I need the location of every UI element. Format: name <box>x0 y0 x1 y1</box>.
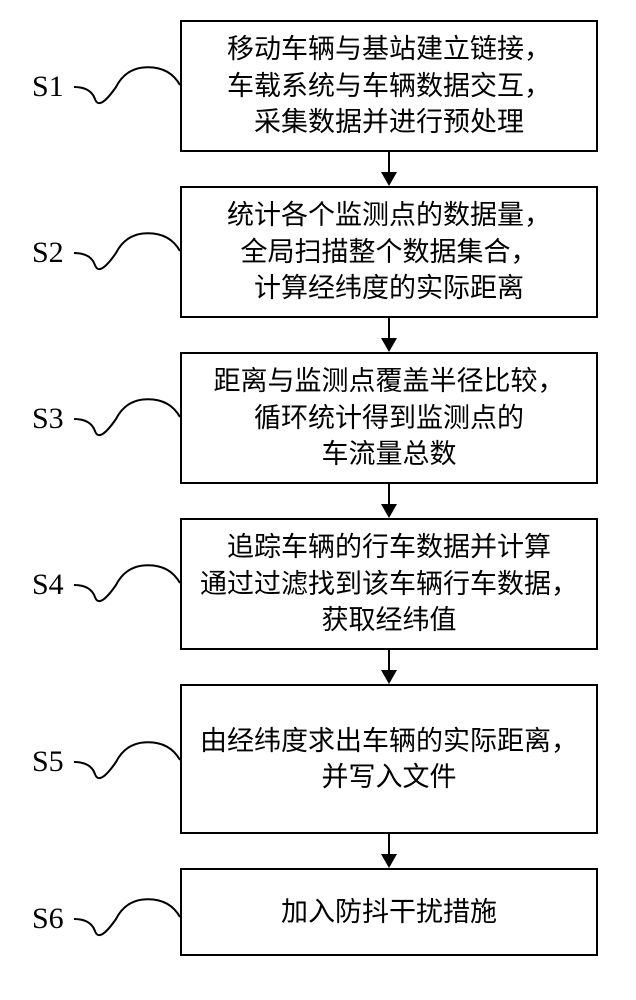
leader-s4 <box>72 559 182 611</box>
step-text-s1-l1: 车载系统与车辆数据交互， <box>227 68 551 104</box>
step-box-s4: 追踪车辆的行车数据并计算通过过滤找到该车辆行车数据，获取经纬值 <box>180 518 598 650</box>
step-text-s3-l0: 距离与监测点覆盖半径比较， <box>214 363 565 399</box>
step-text-s2-l2: 计算经纬度的实际距离 <box>254 270 524 306</box>
step-text-s1-l0: 移动车辆与基站建立链接， <box>227 31 551 67</box>
step-text-s6-l0: 加入防抖干扰措施 <box>281 894 497 930</box>
flowchart-canvas: S1 移动车辆与基站建立链接，车载系统与车辆数据交互，采集数据并进行预处理 S2 统计… <box>0 0 636 1000</box>
step-label-s6: S6 <box>32 902 64 936</box>
leader-s2 <box>72 227 182 279</box>
step-label-s3: S3 <box>32 402 64 436</box>
step-text-s4-l1: 通过过滤找到该车辆行车数据， <box>200 566 578 602</box>
step-label-s2: S2 <box>32 236 64 270</box>
leader-s6 <box>72 893 182 945</box>
step-text-s5-l0: 由经纬度求出车辆的实际距离， <box>200 723 578 759</box>
step-text-s2-l0: 统计各个监测点的数据量， <box>227 197 551 233</box>
step-box-s2: 统计各个监测点的数据量，全局扫描整个数据集合，计算经纬度的实际距离 <box>180 186 598 318</box>
step-box-s3: 距离与监测点覆盖半径比较，循环统计得到监测点的车流量总数 <box>180 352 598 484</box>
step-text-s3-l1: 循环统计得到监测点的 <box>254 400 524 436</box>
connector-s1-to-s2 <box>369 152 409 186</box>
step-text-s2-l1: 全局扫描整个数据集合， <box>241 234 538 270</box>
step-box-s1: 移动车辆与基站建立链接，车载系统与车辆数据交互，采集数据并进行预处理 <box>180 20 598 152</box>
step-text-s5-l1: 并写入文件 <box>322 759 457 795</box>
step-text-s3-l2: 车流量总数 <box>322 436 457 472</box>
connector-s4-to-s5 <box>369 650 409 684</box>
leader-s5 <box>72 736 182 788</box>
step-box-s5: 由经纬度求出车辆的实际距离，并写入文件 <box>180 684 598 834</box>
step-text-s4-l2: 获取经纬值 <box>322 602 457 638</box>
step-label-s1: S1 <box>32 70 64 104</box>
leader-s3 <box>72 393 182 445</box>
leader-s1 <box>72 61 182 113</box>
step-box-s6: 加入防抖干扰措施 <box>180 868 598 956</box>
connector-s5-to-s6 <box>369 834 409 868</box>
connector-s3-to-s4 <box>369 484 409 518</box>
step-label-s5: S5 <box>32 745 64 779</box>
step-label-s4: S4 <box>32 568 64 602</box>
step-text-s1-l2: 采集数据并进行预处理 <box>254 104 524 140</box>
connector-s2-to-s3 <box>369 318 409 352</box>
step-text-s4-l0: 追踪车辆的行车数据并计算 <box>227 529 551 565</box>
